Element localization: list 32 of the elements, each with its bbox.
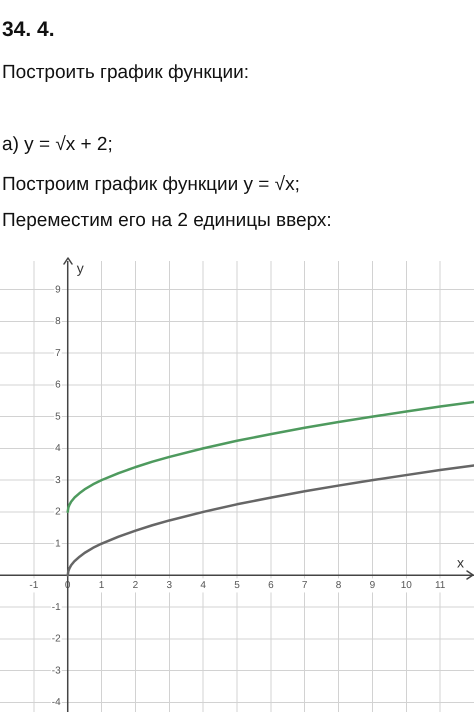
- x-tick-label: 3: [166, 580, 173, 592]
- x-tick-label: 1: [98, 580, 105, 592]
- x-tick-label: -1: [29, 580, 39, 592]
- y-tick-label: 3: [55, 474, 62, 486]
- x-tick-label: 2: [132, 580, 139, 592]
- y-tick-label: 1: [55, 538, 62, 550]
- text: а) y = √x + 2;: [2, 134, 113, 156]
- y-tick-label: 6: [55, 380, 62, 391]
- y-tick-label: -4: [52, 697, 62, 708]
- y-tick-label: 5: [55, 411, 62, 422]
- x-tick-label: 9: [370, 580, 376, 592]
- x-tick-label: 7: [302, 580, 308, 592]
- y-tick-label: 8: [55, 316, 62, 328]
- x-tick-label: 11: [434, 580, 446, 592]
- text: Переместим его на 2 единицы вверх:: [2, 210, 332, 232]
- y-tick-label: -2: [52, 634, 62, 645]
- x-tick-label: 5: [234, 580, 240, 592]
- text: Построим график функции y = √x;: [2, 174, 300, 196]
- y-tick-label: 4: [55, 443, 62, 454]
- y-tick-label: 9: [55, 284, 62, 296]
- chart-title: 34. 4.: [2, 18, 55, 42]
- x-tick-label: 4: [200, 580, 206, 592]
- x-axis-title: x: [457, 554, 464, 570]
- y-tick-label: 2: [55, 506, 62, 518]
- chart-subtitle: Построить график функции:: [2, 62, 250, 84]
- y-tick-label: -3: [52, 665, 62, 676]
- x-tick-label: 10: [400, 580, 412, 592]
- y-tick-label: -1: [52, 602, 62, 613]
- y-axis-title: y: [76, 260, 84, 276]
- x-tick-label: 6: [268, 580, 274, 592]
- x-tick-label: 8: [336, 580, 342, 592]
- y-tick-label: 7: [55, 348, 62, 359]
